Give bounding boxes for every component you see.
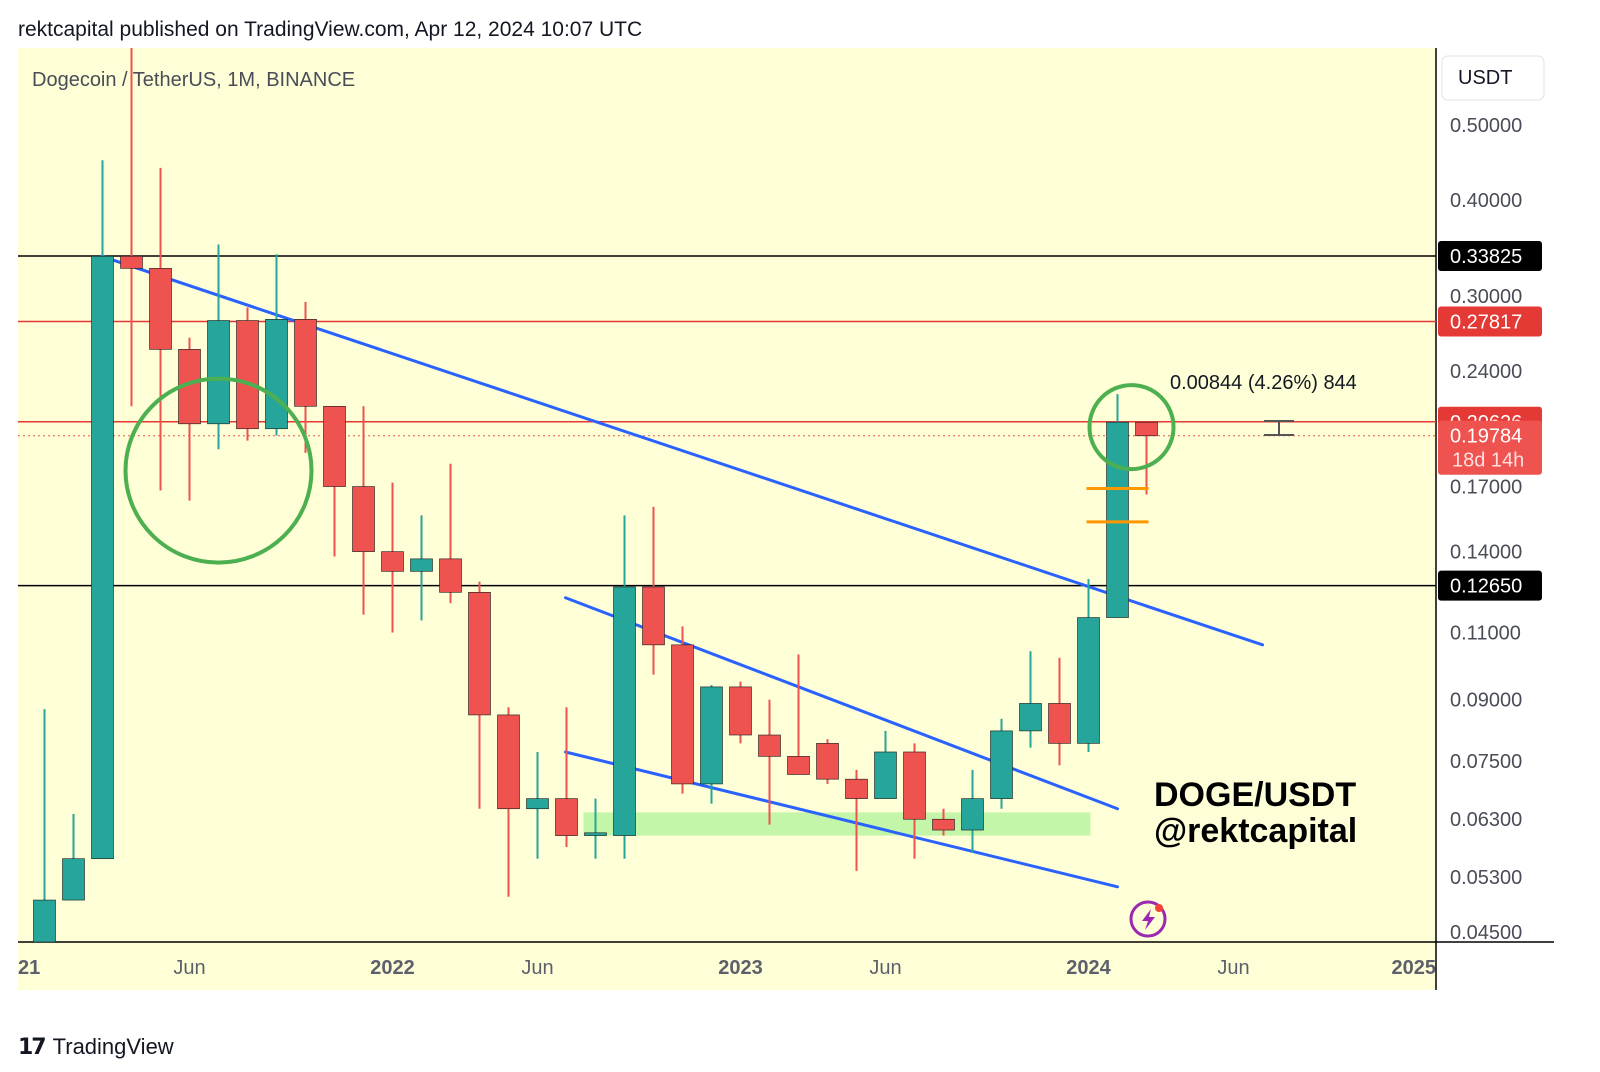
- candle-body-26: [787, 756, 810, 775]
- price-tick-10: 0.05300: [1450, 867, 1522, 889]
- measure-handle-icon[interactable]: [1264, 420, 1294, 436]
- level-label-box-1: [1438, 306, 1542, 337]
- time-tick-8: 2025: [1392, 957, 1437, 979]
- candle-body-11: [352, 486, 375, 552]
- time-tick-1: Jun: [173, 957, 205, 979]
- watermark-author: @rektcapital: [1154, 812, 1357, 850]
- candle-body-34: [1019, 703, 1042, 732]
- bolt-icon[interactable]: [1129, 900, 1167, 938]
- price-tick-6: 0.11000: [1450, 622, 1521, 644]
- candle-body-14: [439, 558, 462, 593]
- candle-body-19: [584, 832, 607, 836]
- price-tick-4: 0.17000: [1450, 477, 1522, 499]
- candle-body-21: [642, 586, 665, 646]
- currency-button[interactable]: USDT: [1441, 55, 1545, 101]
- candle-body-35: [1048, 703, 1071, 744]
- symbol-title: Dogecoin / TetherUS, 1M, BINANCE: [32, 69, 355, 91]
- current-price-box: [1438, 420, 1542, 475]
- time-tick-2: 2022: [370, 957, 415, 979]
- candle-body-25: [758, 734, 781, 757]
- candle-body-29: [874, 751, 897, 799]
- trendline-2: [564, 750, 1119, 889]
- candle-body-37: [1106, 421, 1129, 618]
- candle-body-16: [497, 714, 520, 810]
- level-label-0: 0.33825: [1450, 246, 1522, 268]
- time-tick-6: 2024: [1066, 957, 1111, 979]
- price-tick-1: 0.40000: [1450, 190, 1522, 212]
- candle-body-17: [526, 798, 549, 810]
- price-axis-background: [1436, 48, 1554, 990]
- tradingview-logo[interactable]: 𝟭𝟳 TradingView: [18, 1034, 174, 1060]
- candle-body-6: [207, 320, 230, 425]
- level-label-3: 0.12650: [1450, 576, 1522, 598]
- candle-body-0: [33, 899, 56, 943]
- candle-body-18: [555, 798, 578, 836]
- candle-body-1: [62, 858, 85, 901]
- candle-body-31: [932, 818, 955, 831]
- time-axis-background: [18, 942, 1436, 990]
- time-tick-7: Jun: [1217, 957, 1249, 979]
- candle-body-28: [845, 778, 868, 799]
- candle-body-33: [990, 730, 1013, 799]
- candle-body-12: [381, 551, 404, 572]
- price-tick-0: 0.50000: [1450, 115, 1522, 137]
- time-tick-4: 2023: [718, 957, 763, 979]
- candle-body-30: [903, 751, 926, 820]
- candle-body-20: [613, 586, 636, 836]
- price-tick-9: 0.06300: [1450, 809, 1522, 831]
- candle-body-8: [265, 319, 288, 430]
- candle-body-22: [671, 644, 694, 785]
- current-price-label: 0.19784: [1450, 426, 1522, 448]
- candle-body-10: [323, 405, 346, 487]
- tradingview-logo-icon: 𝟭𝟳: [18, 1034, 47, 1059]
- measure-label: 0.00844 (4.26%) 844: [1170, 372, 1357, 394]
- watermark-pair: DOGE/USDT: [1154, 776, 1356, 814]
- candle-body-13: [410, 558, 433, 572]
- price-tick-8: 0.07500: [1450, 751, 1522, 773]
- chart-background: [18, 48, 1436, 942]
- support-zone: [583, 812, 1091, 836]
- candle-body-23: [700, 686, 723, 785]
- time-tick-3: Jun: [521, 957, 553, 979]
- level-label-box-3: [1438, 570, 1542, 601]
- candle-body-32: [961, 798, 984, 831]
- tradingview-brand: TradingView: [52, 1034, 174, 1059]
- candle-body-38: [1135, 421, 1158, 437]
- candle-body-27: [816, 743, 839, 780]
- price-tick-7: 0.09000: [1450, 690, 1522, 712]
- level-label-1: 0.27817: [1450, 312, 1522, 334]
- candle-body-2: [91, 255, 114, 860]
- candle-body-24: [729, 686, 752, 736]
- price-tick-2: 0.30000: [1450, 286, 1522, 308]
- price-tick-3: 0.24000: [1450, 361, 1522, 383]
- countdown-label: 18d 14h: [1452, 450, 1524, 472]
- time-tick-5: Jun: [869, 957, 901, 979]
- time-tick-0: 21: [18, 957, 40, 979]
- level-label-box-0: [1438, 240, 1542, 271]
- price-tick-5: 0.14000: [1450, 542, 1522, 564]
- currency-button-label: USDT: [1458, 67, 1512, 89]
- candle-body-36: [1077, 617, 1100, 744]
- candle-body-7: [236, 320, 259, 430]
- highlight-circle-0: [123, 376, 314, 565]
- price-tick-11: 0.04500: [1450, 922, 1522, 944]
- candle-body-3: [120, 255, 143, 269]
- highlight-circle-1: [1087, 383, 1176, 472]
- publish-header: rektcapital published on TradingView.com…: [18, 18, 643, 41]
- candle-body-4: [149, 268, 172, 350]
- candle-body-15: [468, 591, 491, 716]
- candle-body-9: [294, 319, 317, 407]
